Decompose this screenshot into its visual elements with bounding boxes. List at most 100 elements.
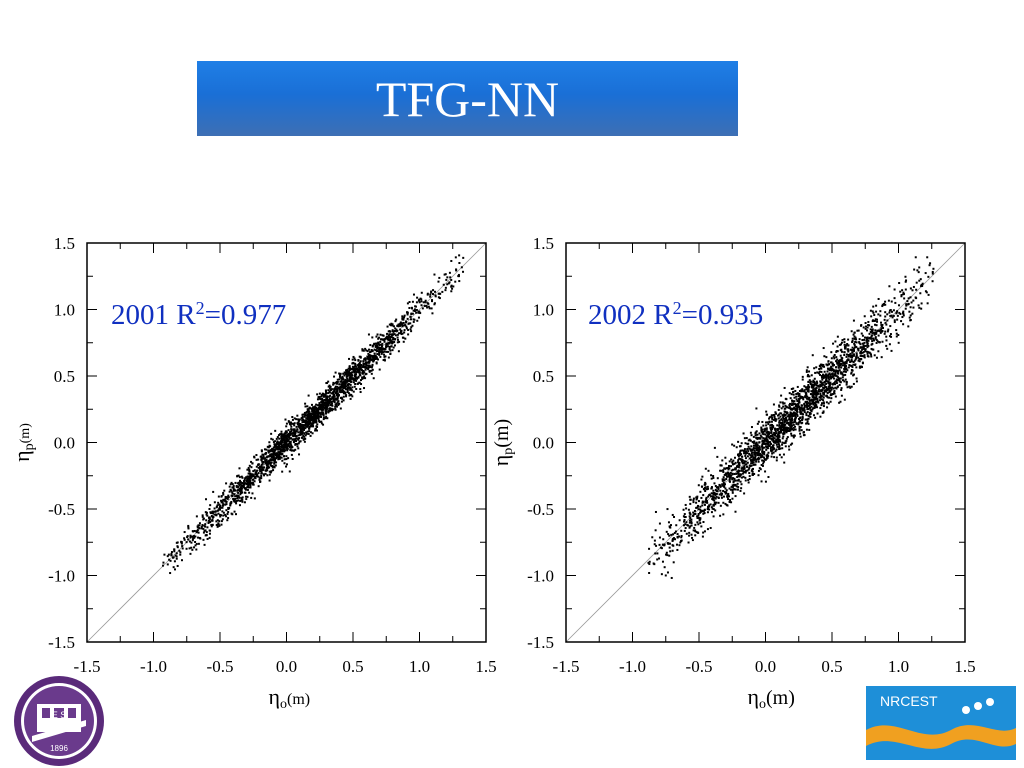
scatter-point	[319, 406, 322, 409]
scatter-point	[250, 460, 253, 463]
scatter-point	[378, 368, 381, 371]
scatter-point	[783, 402, 786, 405]
scatter-point	[824, 375, 827, 378]
scatter-point	[731, 461, 734, 464]
scatter-point	[838, 369, 841, 372]
scatter-point	[309, 431, 312, 434]
scatter-point	[371, 350, 374, 353]
scatter-point	[914, 256, 917, 259]
scatter-point	[338, 387, 341, 390]
scatter-point	[818, 368, 821, 371]
scatter-point	[272, 441, 275, 444]
scatter-point	[851, 346, 854, 349]
scatter-point	[663, 566, 666, 569]
scatter-point	[745, 437, 748, 440]
scatter-point	[788, 418, 791, 421]
scatter-point	[893, 288, 896, 291]
scatter-point	[406, 302, 409, 305]
scatter-point	[352, 368, 355, 371]
scatter-point	[831, 383, 834, 386]
scatter-point	[386, 325, 389, 328]
scatter-point	[235, 494, 238, 497]
scatter-point	[769, 434, 772, 437]
scatter-point	[816, 406, 819, 409]
scatter-point	[412, 293, 415, 296]
scatter-point	[668, 534, 671, 537]
scatter-point	[779, 428, 782, 431]
scatter-point	[742, 475, 745, 478]
scatter-point	[772, 403, 775, 406]
scatter-point	[858, 341, 861, 344]
scatter-point	[834, 386, 837, 389]
scatter-point	[180, 542, 183, 545]
scatter-point	[836, 370, 839, 373]
scatter-point	[730, 501, 733, 504]
scatter-point	[800, 389, 803, 392]
scatter-point	[306, 420, 309, 423]
scatter-point	[851, 341, 854, 344]
scatter-point	[763, 428, 766, 431]
scatter-point	[758, 467, 761, 470]
scatter-point	[731, 489, 734, 492]
scatter-point	[771, 452, 774, 455]
scatter-point	[792, 421, 795, 424]
scatter-point	[741, 449, 744, 452]
scatter-point	[210, 523, 213, 526]
scatter-point	[308, 420, 311, 423]
scatter-point	[391, 342, 394, 345]
scatter-point	[884, 300, 887, 303]
scatter-point	[249, 486, 252, 489]
scatter-point	[839, 349, 842, 352]
scatter-point	[710, 474, 713, 477]
scatter-point	[750, 456, 753, 459]
scatter-point	[772, 414, 775, 417]
scatter-point	[777, 433, 780, 436]
scatter-point	[892, 309, 895, 312]
scatter-point	[819, 407, 822, 410]
scatter-point	[303, 437, 306, 440]
scatter-point	[831, 386, 834, 389]
scatter-point	[738, 475, 741, 478]
scatter-point	[872, 319, 875, 322]
scatter-point	[325, 407, 328, 410]
scatter-point	[239, 492, 242, 495]
scatter-point	[252, 474, 255, 477]
scatter-point	[771, 423, 774, 426]
scatter-point	[371, 363, 374, 366]
scatter-point	[292, 422, 295, 425]
scatter-point	[736, 479, 739, 482]
y-tick-label: 0.5	[533, 367, 554, 386]
scatter-point	[770, 438, 773, 441]
scatter-point	[733, 444, 736, 447]
scatter-point	[737, 461, 740, 464]
scatter-point	[676, 535, 679, 538]
scatter-point	[170, 554, 173, 557]
scatter-point	[868, 337, 871, 340]
nrcest-logo-text: NRCEST	[880, 693, 938, 709]
scatter-point	[448, 271, 451, 274]
scatter-point	[773, 441, 776, 444]
scatter-point	[273, 444, 276, 447]
scatter-point	[386, 332, 389, 335]
scatter-point	[704, 500, 707, 503]
scatter-point	[399, 324, 402, 327]
scatter-point	[875, 338, 878, 341]
scatter-point	[170, 552, 173, 555]
scatter-point	[224, 499, 227, 502]
scatter-point	[865, 325, 868, 328]
scatter-point	[359, 391, 362, 394]
scatter-point	[840, 362, 843, 365]
scatter-point	[713, 482, 716, 485]
scatter-point	[871, 310, 874, 313]
scatter-point	[773, 427, 776, 430]
seal-year: 1896	[50, 744, 68, 753]
scatter-point	[711, 492, 714, 495]
scatter-point	[802, 434, 805, 437]
scatter-point	[329, 397, 332, 400]
scatter-point	[175, 541, 178, 544]
scatter-point	[287, 432, 290, 435]
scatter-point	[316, 417, 319, 420]
scatter-point	[714, 493, 717, 496]
scatter-point	[695, 501, 698, 504]
scatter-point	[220, 520, 223, 523]
